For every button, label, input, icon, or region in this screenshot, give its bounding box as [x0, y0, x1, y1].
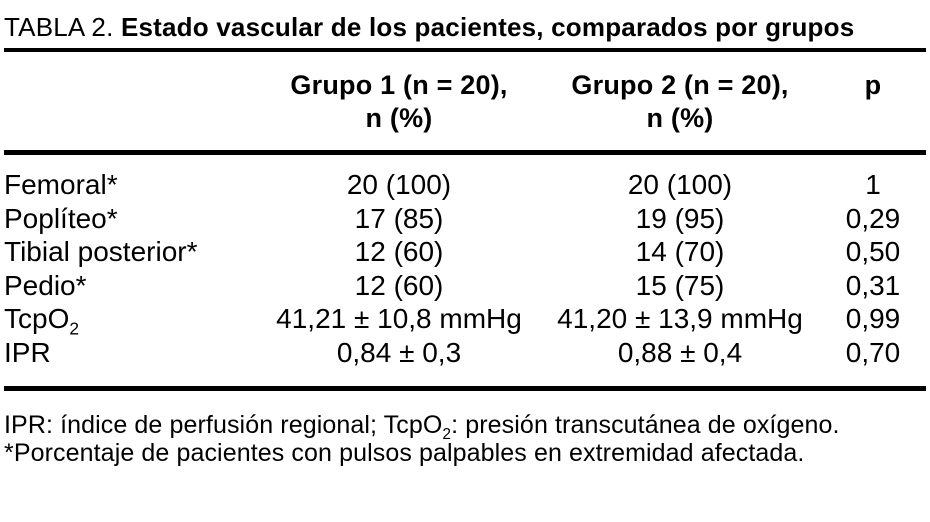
table-number: TABLA 2.: [4, 12, 121, 42]
grupo1-value: 20 (100): [346, 169, 452, 200]
header-empty-cell: [4, 50, 258, 155]
row-label: Tibial posterior*: [4, 235, 258, 269]
table-title: TABLA 2. Estado vascular de los paciente…: [0, 0, 906, 48]
row-label-text: Femoral*: [4, 169, 118, 200]
table-row-pedio: Pedio* 12 (60) 15 (75) 0,31: [4, 269, 926, 303]
row-label: Femoral*: [4, 153, 258, 202]
footnote-line1-post: : presión transcutánea de oxígeno.: [451, 411, 840, 439]
grupo2-value: 0,88 ± 0,4: [617, 336, 743, 368]
header-p: p: [820, 50, 926, 155]
vascular-status-table: Grupo 1 (n = 20), n (%) Grupo 2 (n = 20)…: [4, 48, 926, 391]
table-row-ipr: IPR 0,84 ± 0,3 0,88 ± 0,4 0,70: [4, 336, 926, 389]
grupo1-value: 17 (85): [354, 202, 444, 234]
grupo2-value: 41,20 ± 13,9 mmHg: [557, 303, 803, 334]
table-caption: Estado vascular de los pacientes, compar…: [120, 12, 855, 42]
table-row-femoral: Femoral* 20 (100) 20 (100) 1: [4, 153, 926, 202]
header-grupo1-line1: Grupo 1 (n = 20),: [290, 70, 508, 100]
footnote-abbreviations: IPR: índice de perfusión regional; TcpO2…: [4, 411, 920, 443]
p-value: 0,70: [845, 336, 901, 368]
p-value: 0,29: [845, 202, 901, 234]
grupo2-value: 15 (75): [635, 269, 725, 301]
header-grupo2-line2: n (%): [646, 103, 714, 133]
row-label-text: Tibial posterior*: [4, 236, 198, 267]
table-header: Grupo 1 (n = 20), n (%) Grupo 2 (n = 20)…: [4, 50, 926, 155]
footnote-asterisk: *Porcentaje de pacientes con pulsos palp…: [4, 438, 805, 467]
header-grupo2: Grupo 2 (n = 20), n (%): [540, 50, 820, 155]
row-label-text: TcpO: [4, 303, 70, 334]
grupo1-value: 41,21 ± 10,8 mmHg: [276, 303, 522, 334]
table-row-popliteo: Poplíteo* 17 (85) 19 (95) 0,29: [4, 202, 926, 236]
p-value: 1: [865, 169, 881, 200]
p-value: 0,50: [845, 236, 901, 267]
grupo2-value: 14 (70): [635, 236, 725, 267]
row-label: Poplíteo*: [4, 202, 258, 236]
grupo1-value: 0,84 ± 0,3: [336, 336, 462, 368]
row-label-text: Poplíteo*: [4, 202, 118, 234]
footnote-line1-pre: IPR: índice de perfusión regional; TcpO: [4, 411, 443, 439]
row-label: Pedio*: [4, 269, 258, 303]
table-footnotes: IPR: índice de perfusión regional; TcpO2…: [4, 411, 920, 467]
p-value: 0,31: [845, 269, 901, 301]
header-grupo1: Grupo 1 (n = 20), n (%): [258, 50, 540, 155]
grupo1-value: 12 (60): [354, 269, 444, 301]
row-label-text: Pedio*: [4, 269, 87, 301]
table-row-tcpo2: TcpO2 41,21 ± 10,8 mmHg 41,20 ± 13,9 mmH…: [4, 302, 926, 339]
header-grupo1-line2: n (%): [365, 103, 433, 133]
p-value: 0,99: [845, 303, 901, 334]
header-row: Grupo 1 (n = 20), n (%) Grupo 2 (n = 20)…: [4, 50, 926, 155]
table-body: Femoral* 20 (100) 20 (100) 1 Poplíteo* 1…: [4, 153, 926, 389]
row-label: TcpO2: [4, 302, 258, 339]
grupo2-value: 19 (95): [635, 202, 725, 234]
table-row-tibial-posterior: Tibial posterior* 12 (60) 14 (70) 0,50: [4, 235, 926, 269]
row-label-sub: 2: [69, 318, 80, 339]
header-grupo2-line1: Grupo 2 (n = 20),: [571, 70, 789, 100]
grupo1-value: 12 (60): [354, 236, 444, 267]
grupo2-value: 20 (100): [627, 169, 733, 200]
row-label: IPR: [4, 336, 258, 389]
footnote-line1-sub: 2: [442, 426, 452, 443]
row-label-text: IPR: [4, 336, 51, 368]
